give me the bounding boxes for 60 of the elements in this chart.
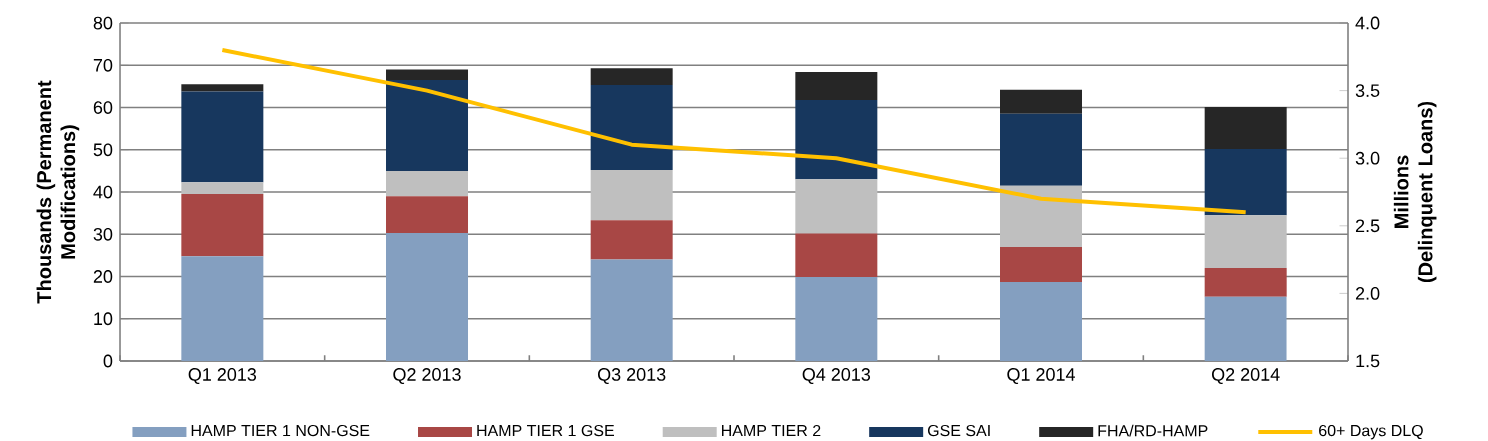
x-tick-label: Q1 2013 [188, 368, 257, 385]
y2-axis-title: Millions (Delinquent Loans) [1393, 101, 1437, 283]
bar [1204, 107, 1287, 149]
bar [181, 182, 264, 195]
bar [1204, 148, 1287, 216]
legend-label: HAMP TIER 1 NON-GSE [191, 424, 370, 437]
bar [181, 84, 264, 92]
y-tick-label: 60 [93, 101, 113, 114]
legend-label: HAMP TIER 1 GSE [477, 424, 614, 437]
bar [181, 91, 264, 183]
bar [795, 72, 878, 100]
bar [590, 68, 673, 86]
bar [1204, 296, 1287, 361]
y-tick-label: 50 [93, 143, 113, 157]
y-tick-label: 10 [94, 312, 113, 326]
bar [1000, 89, 1083, 114]
bar [386, 69, 469, 81]
bar [590, 259, 673, 361]
y-tick-label: 0 [103, 354, 113, 368]
bar [1204, 268, 1287, 297]
y2-tick-label: 3.0 [1355, 151, 1380, 165]
bar [386, 80, 469, 171]
bar [590, 220, 673, 260]
y-tick-label: 70 [93, 58, 113, 72]
bar [590, 85, 673, 171]
x-tick-label: Q1 2014 [1007, 368, 1075, 385]
legend-label: GSE SAI [927, 424, 990, 437]
y-tick-label: 30 [93, 227, 113, 241]
bar [795, 276, 878, 361]
bar [386, 232, 469, 361]
y-axis-title: Thousands (Permanent Modifications) [36, 80, 80, 304]
legend-label: FHA/RD-HAMP [1098, 424, 1208, 437]
bar [1000, 185, 1083, 247]
bar [590, 170, 673, 221]
bar [795, 99, 878, 180]
bar [1204, 215, 1287, 269]
x-tick-label: Q4 2013 [802, 368, 871, 385]
bar [181, 256, 264, 361]
bar [795, 233, 878, 277]
bar [1000, 282, 1083, 361]
bar [795, 179, 878, 234]
y2-tick-label: 2.5 [1355, 219, 1380, 233]
y2-tick-label: 2.0 [1355, 287, 1380, 300]
bar [1000, 246, 1083, 282]
bar [1000, 113, 1083, 186]
y2-tick-label: 1.5 [1356, 354, 1380, 368]
y-tick-label: 40 [93, 185, 113, 199]
y2-tick-label: 4.0 [1355, 16, 1380, 30]
x-tick-label: Q3 2013 [597, 368, 666, 385]
bar [181, 194, 264, 257]
legend-label: HAMP TIER 2 [722, 424, 821, 437]
legend-label: 60+ Days DLQ [1319, 424, 1423, 440]
y-tick-label: 20 [93, 270, 113, 283]
y-tick-label: 80 [93, 16, 113, 30]
line-series [220, 48, 1248, 215]
x-tick-label: Q2 2014 [1211, 368, 1280, 385]
y2-tick-label: 3.5 [1355, 84, 1380, 97]
bar [386, 196, 469, 233]
bar [386, 170, 469, 197]
x-tick-label: Q2 2013 [393, 368, 461, 385]
